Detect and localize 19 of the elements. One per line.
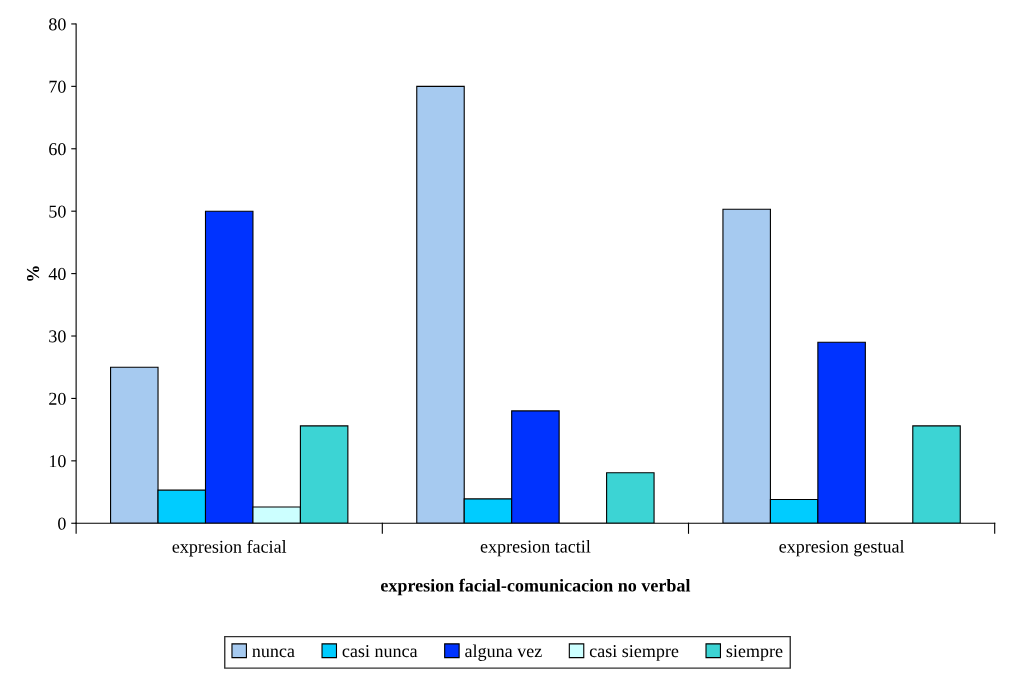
legend-label: nunca xyxy=(252,648,295,658)
y-tick-label: 80 xyxy=(49,18,66,31)
y-axis-title: % xyxy=(26,266,40,281)
x-tick-label: expresion tactil xyxy=(480,539,591,557)
y-tick-label: 70 xyxy=(49,80,66,93)
x-axis-title: expresion facial-comunicacion no verbal xyxy=(380,578,691,596)
y-tick-label: 20 xyxy=(49,392,66,405)
legend-label: casi nunca xyxy=(342,645,418,658)
x-tick-label: expresion facial xyxy=(172,539,287,557)
y-tick-label: 30 xyxy=(49,330,66,343)
y-tick-label: 0 xyxy=(58,517,66,530)
y-tick-label: 50 xyxy=(49,205,66,218)
y-tick-label: 40 xyxy=(48,267,66,281)
legend-label: siempre xyxy=(726,645,783,661)
y-tick-label: 60 xyxy=(49,143,66,156)
legend-label: casi siempre xyxy=(589,645,679,661)
x-tick-label: expresion gestual xyxy=(779,539,905,557)
legend-label: alguna vez xyxy=(465,644,542,661)
y-tick-label: 10 xyxy=(49,455,66,468)
